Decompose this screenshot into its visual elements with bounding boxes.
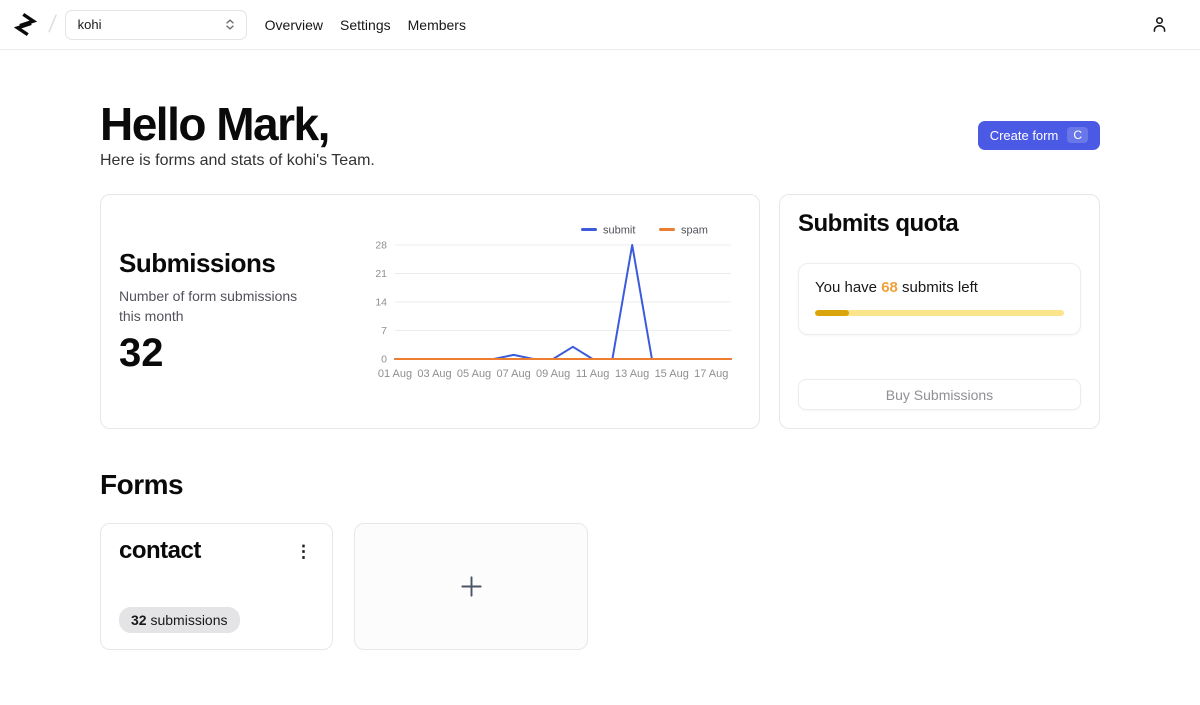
form-menu-button[interactable]: ⋮ (287, 541, 320, 562)
logo-button[interactable] (12, 11, 39, 38)
y-tick-label: 21 (375, 268, 387, 280)
y-tick-label: 14 (375, 297, 387, 309)
x-tick-label: 01 Aug (378, 368, 412, 380)
badge-count: 32 (131, 612, 147, 629)
quota-message: You have 68 submits left (815, 279, 1064, 296)
legend-label-submit: submit (603, 225, 635, 237)
quota-message-suffix: submits left (897, 279, 978, 297)
new-form-card[interactable] (354, 523, 588, 651)
forms-row: contact ⋮ 32 submissions (100, 523, 1100, 651)
submissions-badge: 32 submissions (119, 607, 240, 634)
submissions-chart-area: 0 7 14 21 28 01 Aug 03 Aug 05 Aug 07 Aug 09 Aug 11… (317, 195, 759, 428)
x-tick-label: 15 Aug (655, 368, 689, 380)
submissions-count: 32 (119, 331, 164, 376)
x-tick-label: 07 Aug (496, 368, 530, 380)
hero-text: Hello Mark, Here is forms and stats of k… (100, 100, 375, 170)
submissions-card: Submissions Number of form submissions t… (100, 194, 760, 430)
form-card-header: contact ⋮ (119, 537, 320, 565)
create-form-button[interactable]: Create form C (977, 120, 1100, 150)
user-menu-button[interactable] (1147, 12, 1172, 37)
legend-swatch-spam (659, 228, 675, 232)
quota-progress (815, 310, 1064, 317)
x-tick-label: 11 Aug (576, 368, 609, 380)
nav-members[interactable]: Members (408, 13, 466, 37)
stats-row: Submissions Number of form submissions t… (100, 194, 1100, 430)
quota-remaining: 68 (881, 279, 898, 297)
team-select[interactable]: kohi (64, 9, 247, 40)
quota-card: Submits quota You have 68 submits left B… (779, 194, 1100, 430)
submissions-summary: Submissions Number of form submissions t… (101, 195, 317, 428)
x-tick-label: 03 Aug (417, 368, 451, 380)
shortcut-badge: C (1067, 127, 1088, 144)
breadcrumb-separator: / (47, 10, 58, 38)
form-name: contact (119, 537, 201, 565)
primary-nav: Overview Settings Members (265, 13, 466, 37)
greeting-heading: Hello Mark, (100, 98, 330, 150)
badge-label: submissions (146, 612, 228, 629)
x-tick-label: 17 Aug (694, 368, 728, 380)
logo-icon (12, 11, 39, 38)
quota-box: You have 68 submits left (798, 263, 1081, 336)
buy-submissions-button[interactable]: Buy Submissions (798, 379, 1081, 411)
legend-swatch-submit (581, 228, 597, 232)
hero-section: Hello Mark, Here is forms and stats of k… (100, 100, 1100, 170)
greeting-subtitle: Here is forms and stats of kohi's Team. (100, 152, 375, 170)
forms-section-title: Forms (100, 469, 184, 501)
quota-message-prefix: You have (815, 279, 882, 297)
y-tick-label: 7 (381, 325, 387, 337)
quota-progress-fill (815, 310, 849, 317)
y-tick-label: 0 (381, 354, 387, 366)
nav-settings[interactable]: Settings (340, 13, 391, 37)
submissions-chart: 0 7 14 21 28 01 Aug 03 Aug 05 Aug 07 Aug 09 Aug 11… (375, 225, 732, 380)
plus-icon (459, 574, 484, 599)
top-nav: / kohi Overview Settings Members (0, 0, 1200, 50)
form-card-contact[interactable]: contact ⋮ 32 submissions (100, 523, 333, 651)
y-tick-label: 28 (375, 240, 387, 252)
submissions-description: Number of form submissions this month (119, 287, 298, 324)
kebab-icon: ⋮ (295, 541, 312, 561)
x-tick-label: 05 Aug (457, 368, 491, 380)
submissions-title: Submissions (119, 247, 276, 278)
quota-title: Submits quota (798, 210, 959, 238)
chevron-up-down-icon (224, 18, 236, 31)
legend-label-spam: spam (681, 225, 708, 237)
create-form-label: Create form (989, 127, 1059, 143)
nav-overview[interactable]: Overview (265, 13, 323, 37)
team-select-value: kohi (77, 17, 102, 32)
user-icon (1149, 14, 1170, 35)
x-tick-label: 09 Aug (536, 368, 570, 380)
main-content: Hello Mark, Here is forms and stats of k… (100, 100, 1100, 651)
x-tick-label: 13 Aug (615, 368, 649, 380)
